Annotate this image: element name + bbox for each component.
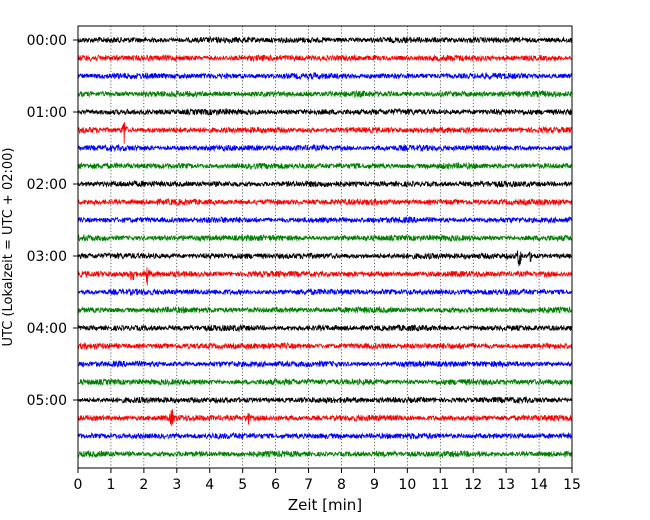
x-tick-label: 5	[238, 477, 247, 493]
trace-line	[77, 395, 573, 405]
trace-line	[77, 449, 573, 459]
trace-line	[77, 233, 573, 243]
trace-line	[77, 305, 573, 315]
y-tick-label: 00:00	[27, 33, 67, 49]
trace-line	[77, 179, 573, 189]
y-tick-label: 02:00	[27, 177, 67, 193]
traces-group	[77, 35, 573, 459]
trace-line	[77, 122, 573, 144]
x-tick-label: 4	[205, 477, 214, 493]
trace-line	[77, 35, 573, 45]
trace-line	[77, 323, 573, 333]
plot-frame	[77, 25, 573, 469]
x-tick-label: 11	[431, 477, 449, 493]
trace-line	[77, 341, 573, 351]
x-tick-label: 15	[563, 477, 581, 493]
trace-line	[77, 250, 573, 268]
x-tick-label: 12	[464, 477, 482, 493]
x-tick-label: 9	[370, 477, 379, 493]
trace-line	[77, 71, 573, 81]
trace-line	[77, 89, 573, 99]
y-tick-label: 05:00	[27, 393, 67, 409]
x-tick-label: 10	[398, 477, 416, 493]
trace-line	[77, 377, 573, 387]
trace-line	[77, 267, 573, 286]
x-tick-label: 14	[530, 477, 548, 493]
x-tick-label: 13	[497, 477, 515, 493]
y-tick-label: 03:00	[27, 249, 67, 265]
y-axis-label: UTC (Lokalzeit = UTC + 02:00)	[1, 148, 16, 347]
x-tick-label: 6	[271, 477, 280, 493]
grid-lines	[110, 26, 540, 468]
trace-line	[77, 409, 573, 426]
x-axis-ticks: 0 1 2 3 4 5 6 7 8 9 10 11 12 13 14 15	[74, 468, 581, 493]
x-tick-label: 2	[139, 477, 148, 493]
y-tick-label: 01:00	[27, 105, 67, 121]
trace-line	[77, 53, 573, 63]
trace-line	[77, 143, 573, 153]
trace-line	[77, 216, 573, 225]
trace-line	[77, 359, 573, 369]
y-axis-ticks: 00:00 01:00 02:00 03:00 04:00 05:00	[27, 33, 78, 409]
x-axis-label: Zeit [min]	[288, 496, 362, 514]
x-tick-label: 1	[106, 477, 115, 493]
x-tick-label: 7	[304, 477, 313, 493]
x-tick-label: 3	[172, 477, 181, 493]
x-tick-label: 8	[337, 477, 346, 493]
y-tick-label: 04:00	[27, 321, 67, 337]
trace-line	[77, 431, 573, 441]
trace-line	[77, 287, 572, 297]
x-tick-label: 0	[74, 477, 83, 493]
trace-line	[77, 197, 573, 207]
trace-line	[77, 161, 573, 171]
trace-line	[77, 107, 573, 117]
